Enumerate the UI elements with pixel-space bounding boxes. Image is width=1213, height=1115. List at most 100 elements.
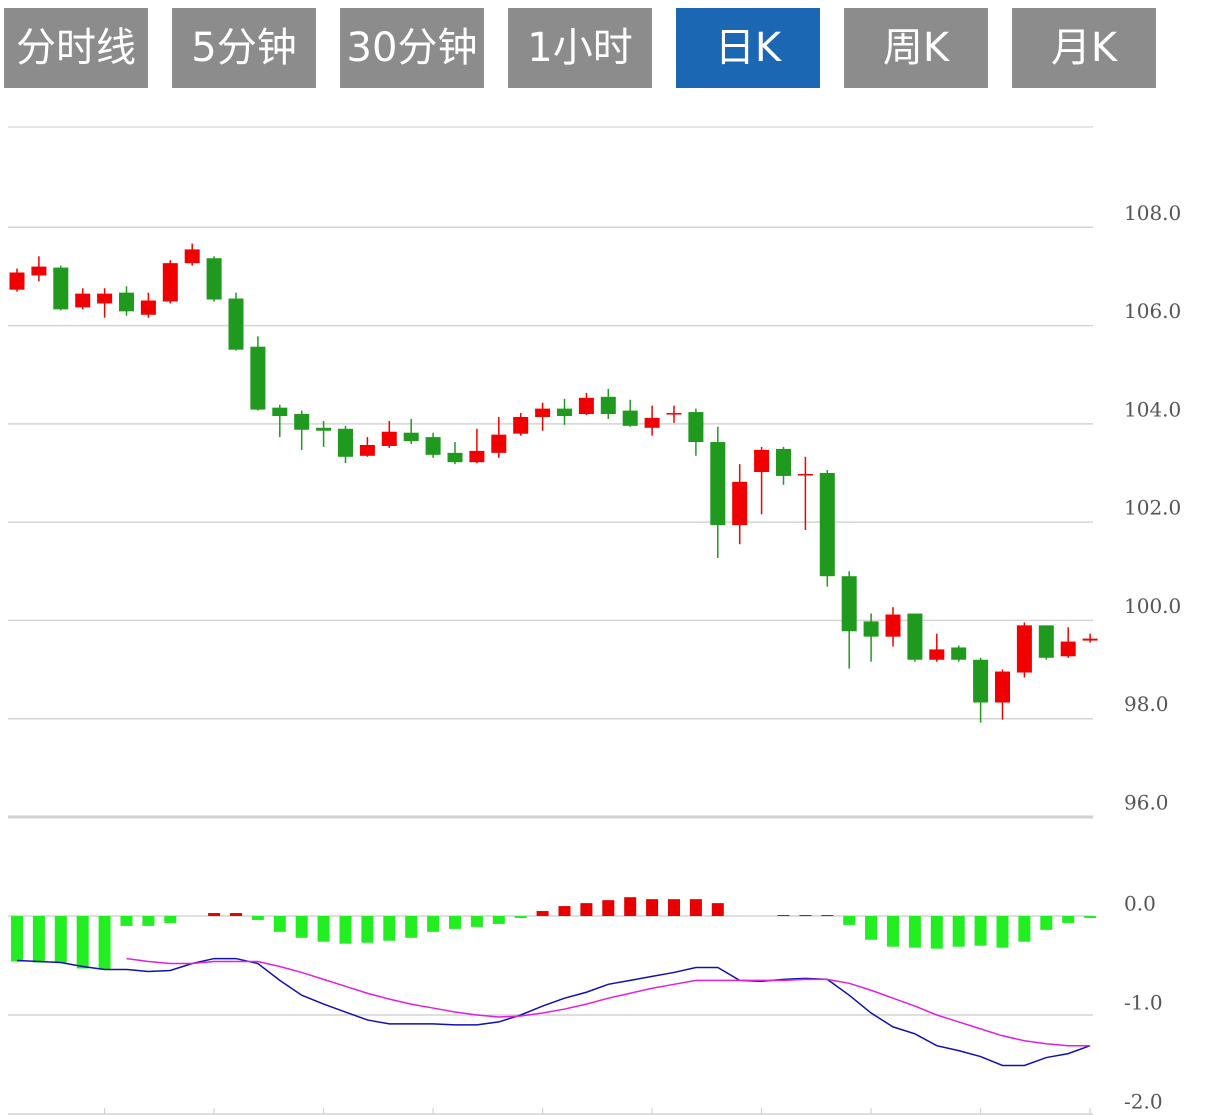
candle-body (929, 649, 945, 660)
y-tick-label: 98.0 (1124, 692, 1169, 716)
candle-body (250, 346, 266, 410)
period-tab[interactable]: 30分钟 (340, 8, 484, 88)
macd-bar (470, 916, 483, 927)
macd-bar (624, 897, 637, 916)
macd-bar (11, 916, 23, 962)
candle-body (294, 414, 310, 430)
macd-bar (120, 916, 133, 926)
macd-bar (164, 916, 177, 923)
candle-body (776, 448, 791, 476)
candle-body (885, 614, 901, 637)
macd-bar (339, 916, 352, 944)
candle-body (1016, 625, 1032, 673)
macd-bar (580, 903, 593, 916)
macd-bar (821, 915, 834, 916)
candle-body (140, 300, 156, 315)
candle-body (31, 266, 47, 276)
macd-bar (843, 916, 856, 925)
candle-body (863, 621, 879, 637)
candle-body (841, 576, 857, 632)
candle-body (359, 444, 375, 456)
candle-body (53, 267, 69, 310)
candle-body (688, 412, 704, 443)
candle-body (338, 428, 353, 457)
candle-body (622, 410, 638, 426)
macd-bar (974, 916, 987, 946)
y-tick-label: 100.0 (1124, 594, 1181, 618)
candle-body (600, 396, 616, 415)
macd-bar (1040, 916, 1053, 930)
macd-bar (142, 916, 155, 926)
candle-body (272, 407, 288, 416)
candle-body (973, 659, 989, 703)
macd-bar (98, 916, 111, 970)
macd-bar (646, 899, 659, 916)
macd-line (126, 957, 1091, 1047)
candle-body (666, 413, 682, 415)
macd-bar (492, 916, 505, 924)
macd-bar (711, 903, 724, 916)
candle-body (206, 258, 222, 300)
candle-body (557, 408, 572, 416)
candle-body (184, 249, 200, 264)
y-tick-label: -1.0 (1124, 991, 1163, 1015)
macd-bar (54, 916, 67, 963)
macd-bar (295, 916, 308, 938)
macd-bar (514, 916, 527, 918)
macd-bar (536, 911, 549, 916)
macd-bar (1062, 916, 1075, 923)
macd-bar (361, 916, 374, 943)
candle-body (513, 416, 529, 434)
y-tick-label: 106.0 (1124, 299, 1181, 323)
candle-body (951, 647, 967, 660)
candle-body (162, 263, 178, 302)
y-tick-label: -2.0 (1124, 1090, 1163, 1114)
candle-body (732, 481, 748, 526)
macd-bar (668, 899, 680, 916)
macd-bar (32, 916, 45, 963)
candle-body (1038, 625, 1054, 658)
candle-body (469, 450, 485, 463)
macd-bar (1084, 916, 1097, 918)
candle-body (403, 432, 419, 442)
macd-bar (405, 916, 418, 938)
macd-bar (273, 916, 286, 932)
macd-bar (996, 916, 1009, 948)
period-tab[interactable]: 5分钟 (172, 8, 316, 88)
candle-body (425, 437, 441, 455)
macd-bar (689, 899, 702, 916)
macd-bar (952, 916, 965, 947)
candle-body (644, 417, 660, 428)
candle-body (1082, 638, 1098, 641)
macd-bar (208, 913, 221, 916)
macd-bar (865, 916, 878, 940)
candle-body (710, 442, 726, 526)
period-tabs: 分时线 5分钟 30分钟 1小时 日K 周K 月K (0, 0, 1213, 90)
period-tab[interactable]: 周K (844, 8, 988, 88)
y-tick-label: 0.0 (1124, 892, 1156, 916)
candle-body (907, 613, 923, 660)
candle-body (381, 431, 397, 446)
period-tab[interactable]: 1小时 (508, 8, 652, 88)
candle-body (228, 298, 244, 350)
y-tick-label: 102.0 (1124, 496, 1181, 520)
candle-body (578, 397, 594, 415)
y-tick-label: 108.0 (1124, 201, 1181, 225)
macd-bar (76, 916, 89, 969)
candle-body (491, 434, 507, 453)
macd-bar (383, 916, 396, 941)
period-tab[interactable]: 日K (676, 8, 820, 88)
period-tab[interactable]: 月K (1012, 8, 1156, 88)
candle-body (535, 408, 551, 417)
macd-bar (930, 916, 943, 949)
macd-bar (427, 916, 440, 932)
y-tick-label: 96.0 (1124, 791, 1169, 815)
macd-bar (1018, 916, 1031, 942)
period-tab[interactable]: 分时线 (4, 8, 148, 88)
candle-body (995, 671, 1010, 703)
candle-body (75, 293, 91, 308)
macd-bar (251, 916, 264, 920)
macd-bar (317, 916, 330, 942)
candle-body (97, 293, 113, 304)
